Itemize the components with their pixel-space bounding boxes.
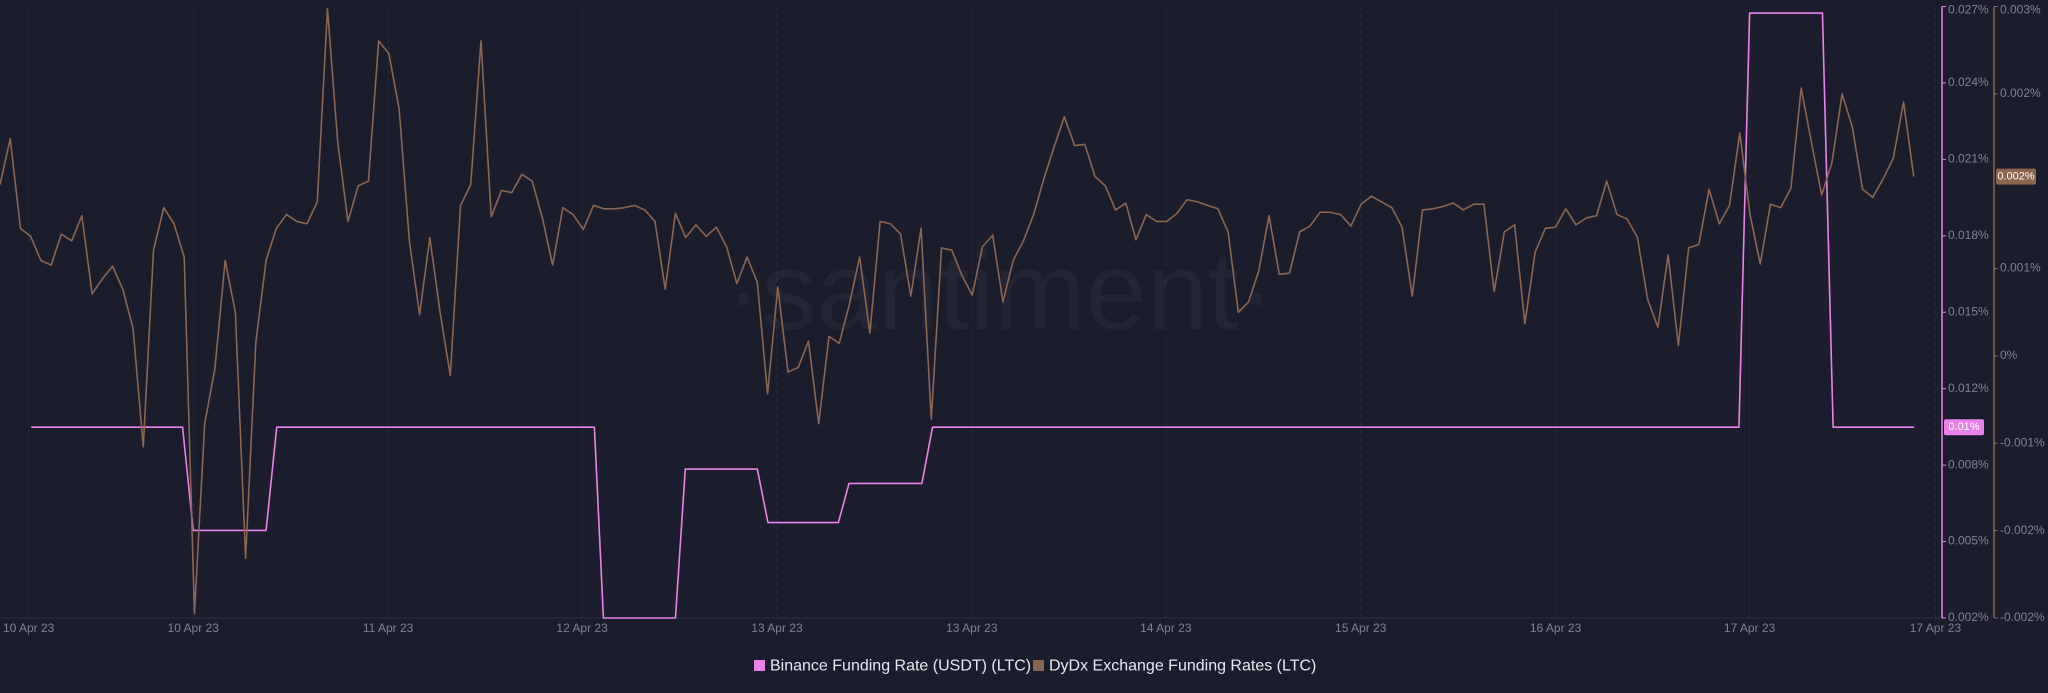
x-tick-label: 15 Apr 23 <box>1335 621 1387 635</box>
x-tick-label: 10 Apr 23 <box>3 621 55 635</box>
legend-swatch <box>1033 660 1044 671</box>
x-tick-label: 13 Apr 23 <box>946 621 998 635</box>
last-value-tag <box>1944 419 1984 436</box>
x-tick-label: 12 Apr 23 <box>556 621 608 635</box>
x-tick-label: 11 Apr 23 <box>363 621 414 635</box>
legend-swatch <box>754 660 765 671</box>
last-value-tag <box>1996 168 2036 185</box>
y-tick-label: 0.008% <box>1948 457 1989 471</box>
x-tick-label: 14 Apr 23 <box>1140 621 1192 635</box>
y-tick-label: 0.015% <box>1948 304 1989 318</box>
x-tick-label: 13 Apr 23 <box>751 621 803 635</box>
last-value-label: 0.01% <box>1948 421 1979 433</box>
x-tick-label: 16 Apr 23 <box>1530 621 1582 635</box>
y2-tick-label: 0.002% <box>2000 86 2041 100</box>
legend-label: DyDx Exchange Funding Rates (LTC) <box>1049 658 1316 675</box>
legend-label: Binance Funding Rate (USDT) (LTC) <box>770 658 1031 675</box>
y2-tick-label: 0% <box>2000 348 2018 362</box>
y-tick-label: 0.021% <box>1948 152 1989 166</box>
series-line <box>0 8 1915 615</box>
y2-tick-label: 0.001% <box>2000 261 2041 275</box>
y2-tick-label: 0.003% <box>2000 3 2041 17</box>
y2-tick-label: -0.001% <box>2000 435 2045 449</box>
series-line <box>31 12 1915 619</box>
y-tick-label: 0.018% <box>1948 228 1989 242</box>
y-tick-label: 0.005% <box>1948 534 1989 548</box>
y-tick-label: 0.012% <box>1948 381 1989 395</box>
x-tick-label: 17 Apr 23 <box>1724 621 1776 635</box>
y-tick-label: 0.024% <box>1948 75 1989 89</box>
y-tick-label: 0.027% <box>1948 3 1989 17</box>
y2-tick-label: -0.002% <box>2000 523 2045 537</box>
x-tick-label: 17 Apr 23 <box>1910 621 1962 635</box>
x-tick-label: 10 Apr 23 <box>168 621 220 635</box>
y2-tick-label: -0.002% <box>2000 610 2045 624</box>
y-tick-label: 0.002% <box>1948 610 1989 624</box>
watermark: ·santiment· <box>725 230 1275 353</box>
last-value-label: 0.002% <box>1997 171 2035 183</box>
